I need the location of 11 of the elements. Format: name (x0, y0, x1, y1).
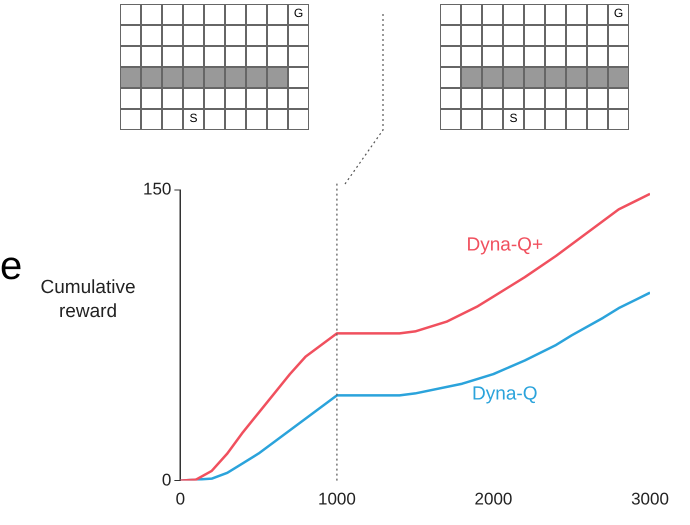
series-label: Dyna-Q (472, 384, 538, 405)
x-tick-label: 0 (176, 489, 186, 508)
maze-grid: G S (120, 4, 309, 130)
x-tick-label: 3000 (631, 489, 669, 508)
y-tick-label: 150 (142, 180, 172, 199)
x-tick-label: 2000 (474, 489, 512, 508)
series-label: Dyna-Q+ (466, 234, 544, 256)
x-tick-label: 1000 (318, 489, 356, 508)
text: e (0, 244, 22, 288)
y-axis-title: Cumulative reward (40, 277, 136, 322)
maze-grid: G S (440, 4, 629, 130)
